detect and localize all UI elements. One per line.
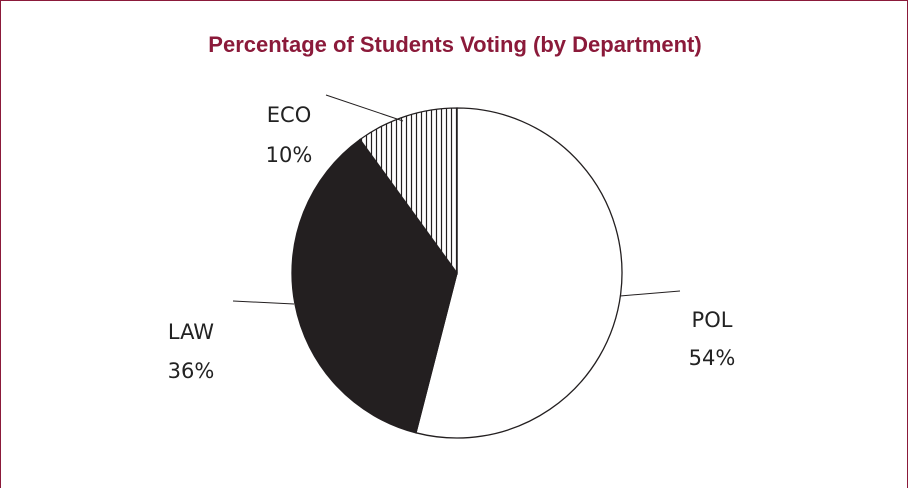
slice-label-pol: POL [692,308,733,332]
slice-value-eco: 10% [266,143,313,167]
leader-line-eco [325,94,404,122]
leader-line-law [232,300,295,305]
pie-slice-eco [359,107,458,276]
slice-label-law: LAW [168,320,214,344]
slice-label-eco: ECO [267,103,311,127]
chart-title: Percentage of Students Voting (by Depart… [208,32,702,57]
pie-slice-law [291,138,458,434]
pie-slice-pol [415,107,623,439]
leader-line-pol [619,290,681,297]
slice-value-law: 36% [168,359,215,383]
slice-value-pol: 54% [689,346,736,370]
pie-slices [291,107,623,439]
